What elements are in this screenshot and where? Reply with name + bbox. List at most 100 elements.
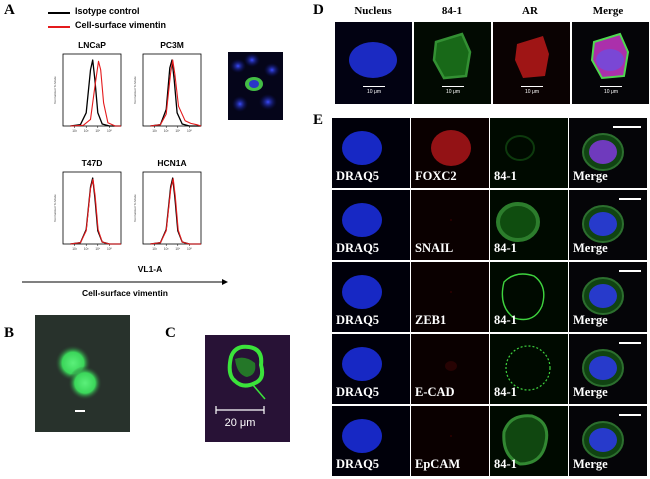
e-cell-r1-draq5: DRAQ5 (332, 118, 410, 188)
e-label-r2-c4: Merge (573, 241, 608, 255)
x-tick-label: 10⁴ (95, 247, 101, 251)
e-label-r1-c4: Merge (573, 169, 608, 183)
histogram-ylabel: Normalized To Mode (53, 76, 57, 104)
x-tick-label: 10⁵ (187, 129, 193, 133)
e-cell-r5-84-1: 84-1 (490, 406, 568, 476)
e-cell-r1-merge: Merge (569, 118, 647, 188)
e-label-r3-c4: Merge (573, 313, 608, 327)
d-header-ar: AR (522, 5, 538, 17)
series-line-cell-surface-vimentin (150, 178, 201, 245)
x-tick-label: 10² (72, 247, 77, 251)
e-micrograph-art (431, 130, 471, 166)
histogram-t47d: T47D Normalized To Mode 10² 10³ 10⁴ 10⁵ (53, 158, 122, 251)
histogram-frame (62, 53, 122, 127)
e-cell-r2-draq5: DRAQ5 (332, 190, 410, 260)
e-micrograph-art (342, 131, 382, 165)
e-micrograph-art (501, 273, 545, 321)
panel-label-b: B (4, 325, 15, 341)
e-scale-bar-r5 (619, 414, 641, 416)
x-tick-label: 10³ (84, 129, 89, 133)
x-tick-label: 10⁴ (95, 129, 101, 133)
e-cell-r3-merge: Merge (569, 262, 647, 332)
e-cell-r4-draq5: DRAQ5 (332, 334, 410, 404)
e-micrograph-art (505, 345, 551, 391)
x-tick-label: 10² (152, 129, 157, 133)
e-micrograph-art (505, 135, 535, 161)
e-micrograph-art (342, 203, 382, 237)
e-label-r2-c1: DRAQ5 (336, 241, 380, 255)
e-label-r5-c1: DRAQ5 (336, 457, 380, 471)
e-micrograph-art (342, 275, 382, 309)
e-cell-r4-84-1: 84-1 (490, 334, 568, 404)
e-cell-r2-84-1: 84-1 (490, 190, 568, 260)
e-scale-bar-r4 (619, 342, 641, 344)
e-scale-bar-r2 (619, 198, 641, 200)
legend-swatch-vimentin (48, 26, 70, 28)
x-tick-label: 10⁵ (107, 247, 113, 251)
e-label-r4-c1: DRAQ5 (336, 385, 380, 399)
x-tick-label: 10³ (164, 129, 169, 133)
d-scale-text-1: 10 μm (367, 89, 381, 95)
e-cell-r2-snail: SNAIL (411, 190, 489, 260)
axis-label-cell-surface-vimentin: Cell-surface vimentin (82, 288, 168, 298)
e-micrograph-art (450, 291, 452, 293)
e-scale-bar-r1 (613, 126, 641, 128)
flow-cytometry-histograms: LNCaP Normalized To Mode 10² 10³ 10⁴ 10⁵ PC3M N… (22, 40, 228, 298)
histogram-pc3m: PC3M Normalized To Mode 10² 10³ 10⁴ 10⁵ (133, 40, 202, 133)
panel-label-a: A (4, 2, 15, 18)
e-label-r5-c3: 84-1 (494, 457, 517, 471)
series-line-cell-surface-vimentin (150, 59, 202, 127)
e-scale-bar-r3 (619, 270, 641, 272)
e-cell-r2-merge: Merge (569, 190, 647, 260)
panel-c-scale-text: 20 μm (224, 417, 256, 429)
panel-label-c: C (165, 325, 176, 341)
histogram-title-hcn1a: HCN1A (157, 158, 186, 168)
e-label-r4-c4: Merge (573, 385, 608, 399)
panel-b-scale-bar (75, 410, 85, 412)
e-label-r3-c3: 84-1 (494, 313, 517, 327)
d-scale-bar-3 (521, 86, 543, 87)
e-label-r5-c2: EpCAM (415, 457, 461, 471)
e-micrograph-art (445, 361, 457, 371)
e-cell-r1-84-1: 84-1 (490, 118, 568, 188)
panel-label-d: D (313, 2, 324, 18)
e-label-r3-c2: ZEB1 (415, 313, 447, 327)
e-micrograph-art (582, 133, 624, 171)
x-tick-label: 10² (72, 129, 77, 133)
d-header-merge: Merge (592, 5, 624, 17)
legend-label-vimentin: Cell-surface vimentin (75, 20, 167, 30)
e-label-r5-c4: Merge (573, 457, 608, 471)
d-scale-bar-1 (363, 86, 385, 87)
d-ar-image: 10 μm (493, 22, 570, 104)
e-label-r3-c1: DRAQ5 (336, 313, 380, 327)
axis-label-vl1a: VL1-A (138, 264, 163, 274)
e-micrograph-art (450, 219, 452, 221)
d-header-84-1: 84-1 (441, 5, 463, 17)
e-micrograph-art (450, 435, 452, 437)
panel-label-e: E (313, 112, 324, 128)
d-header-nucleus: Nucleus (354, 5, 392, 17)
e-cell-r5-merge: Merge (569, 406, 647, 476)
legend-label-isotype: Isotype control (75, 6, 140, 16)
e-cell-r3-84-1: 84-1 (490, 262, 568, 332)
d-scale-text-3: 10 μm (525, 89, 539, 95)
e-cell-r4-merge: Merge (569, 334, 647, 404)
axis-arrow-head (222, 279, 228, 285)
x-tick-label: 10⁵ (187, 247, 193, 251)
histogram-title-t47d: T47D (82, 158, 103, 168)
e-micrograph-art (342, 347, 382, 381)
e-micrograph-art (496, 202, 540, 242)
e-cell-r5-draq5: DRAQ5 (332, 406, 410, 476)
pc3m-inset-micrograph (228, 52, 283, 120)
histogram-hcn1a: HCN1A Normalized To Mode 10² 10³ 10⁴ 10⁵ (133, 158, 202, 251)
e-micrograph-art (582, 349, 624, 387)
d-scale-text-4: 10 μm (604, 89, 618, 95)
histogram-lncap: LNCaP Normalized To Mode 10² 10³ 10⁴ 10⁵ (53, 40, 122, 133)
x-tick-label: 10² (152, 247, 157, 251)
e-micrograph-art (582, 205, 624, 243)
e-cell-r5-epcam: EpCAM (411, 406, 489, 476)
e-micrograph-art (582, 421, 624, 459)
d-84-1-image: 10 μm (414, 22, 491, 104)
e-cell-r1-foxc2: FOXC2 (411, 118, 489, 188)
e-micrograph-art (582, 277, 624, 315)
